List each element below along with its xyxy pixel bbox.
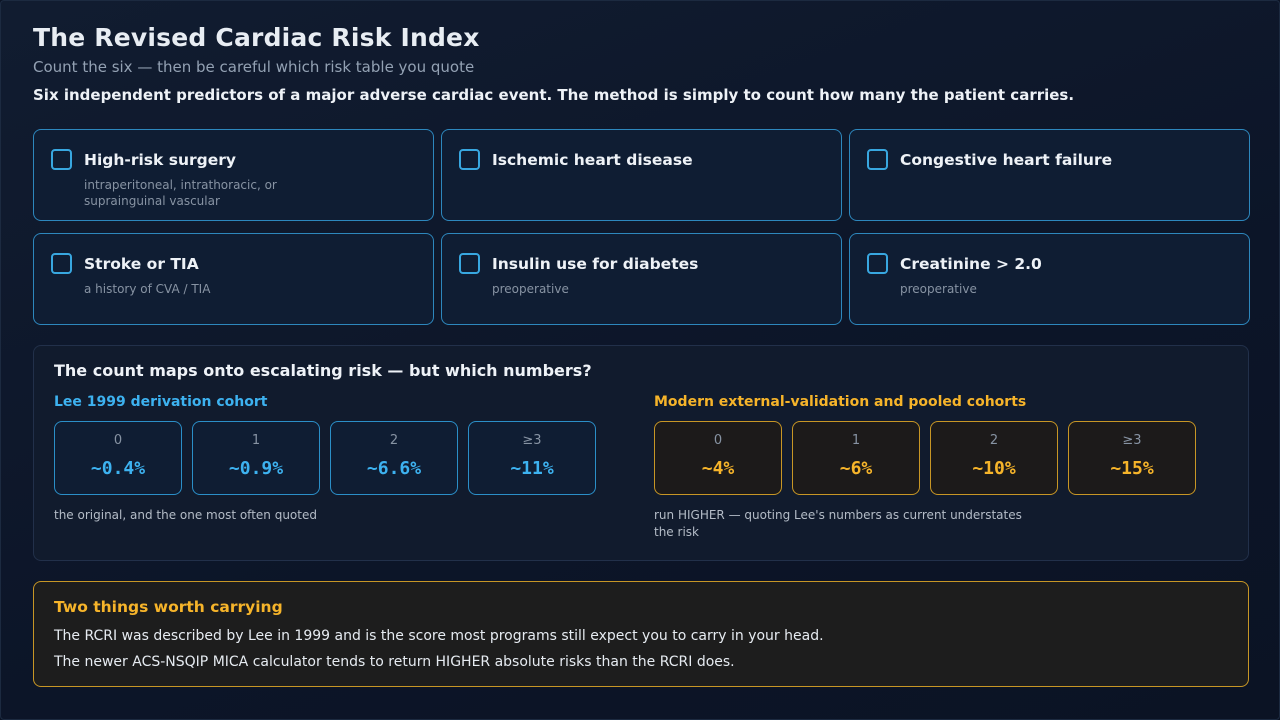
risk-cell: 0 ~4% bbox=[654, 421, 782, 495]
intro-text: Six independent predictors of a major ad… bbox=[33, 86, 1075, 104]
risk-cell: 1 ~0.9% bbox=[192, 421, 320, 495]
modern-group-note: run HIGHER — quoting Lee's numbers as cu… bbox=[654, 508, 1022, 539]
risk-cell: 1 ~6% bbox=[792, 421, 920, 495]
checkbox[interactable] bbox=[459, 149, 480, 170]
risk-value: ~6% bbox=[839, 458, 873, 479]
risk-count: 0 bbox=[713, 433, 723, 448]
risk-value: ~11% bbox=[510, 458, 554, 479]
risk-count: 1 bbox=[851, 433, 861, 448]
predictor-card-stroke-tia[interactable]: Stroke or TIA a history of CVA / TIA bbox=[33, 233, 434, 325]
risk-value: ~6.6% bbox=[366, 458, 422, 479]
checkbox[interactable] bbox=[51, 253, 72, 274]
risk-count: 2 bbox=[389, 433, 399, 448]
risk-cell: ≥3 ~15% bbox=[1068, 421, 1196, 495]
modern-group-title: Modern external-validation and pooled co… bbox=[654, 394, 1027, 410]
predictor-name: Stroke or TIA bbox=[84, 255, 199, 273]
predictor-card-insulin[interactable]: Insulin use for diabetes preoperative bbox=[441, 233, 842, 325]
callout-line: The newer ACS-NSQIP MICA calculator tend… bbox=[54, 654, 735, 670]
risk-count: 0 bbox=[113, 433, 123, 448]
checkbox[interactable] bbox=[459, 253, 480, 274]
risk-cell: ≥3 ~11% bbox=[468, 421, 596, 495]
risk-value: ~4% bbox=[701, 458, 735, 479]
page-subtitle: Count the six — then be careful which ri… bbox=[33, 58, 475, 76]
risk-count: 1 bbox=[251, 433, 261, 448]
predictor-note: preoperative bbox=[492, 282, 569, 296]
risk-count: 2 bbox=[989, 433, 999, 448]
checkbox[interactable] bbox=[51, 149, 72, 170]
predictor-name: Insulin use for diabetes bbox=[492, 255, 699, 273]
predictor-name: Ischemic heart disease bbox=[492, 151, 693, 169]
predictor-card-high-risk-surgery[interactable]: High-risk surgery intraperitoneal, intra… bbox=[33, 129, 434, 221]
risk-cell: 2 ~10% bbox=[930, 421, 1058, 495]
callout-line: The RCRI was described by Lee in 1999 an… bbox=[54, 628, 824, 644]
predictor-name: High-risk surgery bbox=[84, 151, 236, 169]
risk-comparison-panel: The count maps onto escalating risk — bu… bbox=[33, 345, 1249, 561]
predictor-card-ischemic-heart-disease[interactable]: Ischemic heart disease bbox=[441, 129, 842, 221]
predictor-name: Creatinine > 2.0 bbox=[900, 255, 1042, 273]
predictor-name: Congestive heart failure bbox=[900, 151, 1113, 169]
page-title: The Revised Cardiac Risk Index bbox=[33, 23, 480, 52]
lee-group-note: the original, and the one most often quo… bbox=[54, 508, 317, 522]
panel-title: The count maps onto escalating risk — bu… bbox=[54, 361, 592, 380]
predictor-note: intraperitoneal, intrathoracic, or supra… bbox=[84, 178, 277, 208]
risk-count: ≥3 bbox=[1122, 433, 1142, 448]
callout-title: Two things worth carrying bbox=[54, 598, 283, 616]
predictor-note: preoperative bbox=[900, 282, 977, 296]
predictor-note: a history of CVA / TIA bbox=[84, 282, 211, 296]
risk-count: ≥3 bbox=[522, 433, 542, 448]
takeaway-callout: Two things worth carrying The RCRI was d… bbox=[33, 581, 1249, 687]
predictor-card-congestive-heart-failure[interactable]: Congestive heart failure bbox=[849, 129, 1250, 221]
risk-cell: 2 ~6.6% bbox=[330, 421, 458, 495]
risk-cell: 0 ~0.4% bbox=[54, 421, 182, 495]
risk-value: ~15% bbox=[1110, 458, 1154, 479]
lee-group-title: Lee 1999 derivation cohort bbox=[54, 394, 268, 410]
checkbox[interactable] bbox=[867, 149, 888, 170]
predictor-card-creatinine[interactable]: Creatinine > 2.0 preoperative bbox=[849, 233, 1250, 325]
risk-value: ~0.4% bbox=[90, 458, 146, 479]
risk-value: ~10% bbox=[972, 458, 1016, 479]
checkbox[interactable] bbox=[867, 253, 888, 274]
risk-value: ~0.9% bbox=[228, 458, 284, 479]
